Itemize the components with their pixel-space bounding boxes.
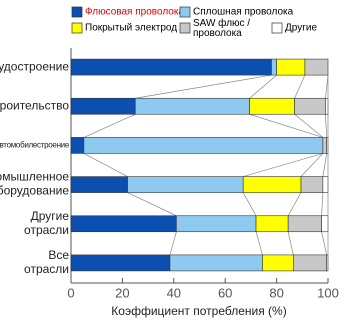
- legend-swatch: [179, 6, 191, 18]
- legend-swatch: [179, 22, 191, 34]
- x-tick-label: 80: [269, 285, 283, 300]
- y-tick-label: Другие отрасли: [24, 209, 69, 237]
- x-tick-label: 40: [167, 285, 181, 300]
- legend-label: SAW флюс / проволока: [193, 17, 250, 39]
- bar-segment: [70, 176, 128, 193]
- connector: [321, 231, 328, 255]
- bar-segment: [249, 97, 295, 115]
- x-axis-title: Коэффициент потребления (%): [111, 304, 286, 318]
- bar-segment: [70, 58, 272, 76]
- legend-label: Флюсовая проволока: [85, 7, 184, 18]
- bar-segment: [255, 215, 289, 233]
- bar-segment: [325, 97, 329, 115]
- bar-segment: [293, 254, 328, 272]
- bar-segment: [300, 176, 324, 193]
- bar-segment: [70, 97, 136, 115]
- bar-segment: [294, 97, 326, 115]
- bar-segment: [326, 254, 329, 272]
- connector: [169, 231, 177, 256]
- legend-label: Покрытый электрод: [85, 23, 177, 34]
- bar-segment: [134, 97, 250, 115]
- x-tick-label: 100: [317, 285, 339, 300]
- y-tick-label: Промышленноеоборудование: [0, 170, 69, 198]
- connector: [287, 192, 302, 216]
- connector: [287, 231, 294, 255]
- connector: [249, 113, 323, 138]
- bar-segment: [169, 254, 263, 272]
- x-tick-label: 0: [67, 285, 74, 300]
- connector: [300, 153, 324, 177]
- y-tick-label: Автомобилестроение: [0, 141, 70, 150]
- legend-swatch: [71, 22, 83, 34]
- legend-swatch: [271, 22, 283, 34]
- legend-label: Другие: [285, 23, 317, 34]
- connector: [242, 192, 257, 216]
- bar-segment: [287, 215, 322, 233]
- bar-segment: [70, 137, 85, 154]
- legend-swatch: [71, 6, 83, 18]
- x-tick-label: 20: [115, 285, 129, 300]
- bar-segment: [70, 254, 171, 272]
- bar-segment: [70, 215, 177, 233]
- bar-segment: [322, 176, 329, 193]
- bar-segment: [271, 58, 277, 76]
- x-tick-label: 60: [218, 285, 232, 300]
- connector: [127, 192, 177, 217]
- connector: [243, 153, 323, 177]
- connector: [255, 231, 263, 256]
- connector: [135, 74, 272, 99]
- connector: [83, 113, 136, 138]
- connector: [325, 114, 328, 138]
- connector: [294, 74, 306, 99]
- legend-label: Сплошная проволока: [193, 7, 294, 18]
- connector: [83, 153, 128, 177]
- y-tick-label: Судостроение: [0, 59, 69, 73]
- connector: [322, 153, 328, 177]
- bar-segment: [276, 58, 306, 76]
- bar-segment: [262, 254, 294, 272]
- bar-segment: [127, 176, 244, 193]
- bar-segment: [176, 215, 257, 233]
- connector: [325, 75, 329, 99]
- connector: [294, 113, 324, 138]
- bar-segment: [322, 137, 328, 154]
- bar-segment: [326, 137, 329, 154]
- bar-segment: [242, 176, 302, 193]
- connector: [321, 192, 324, 216]
- connector: [249, 74, 277, 99]
- y-tick-label: Все отрасли: [24, 248, 69, 276]
- bar-segment: [304, 58, 329, 76]
- bar-segment: [321, 215, 329, 233]
- y-tick-label: Строительство: [0, 98, 69, 112]
- bar-segment: [83, 137, 324, 154]
